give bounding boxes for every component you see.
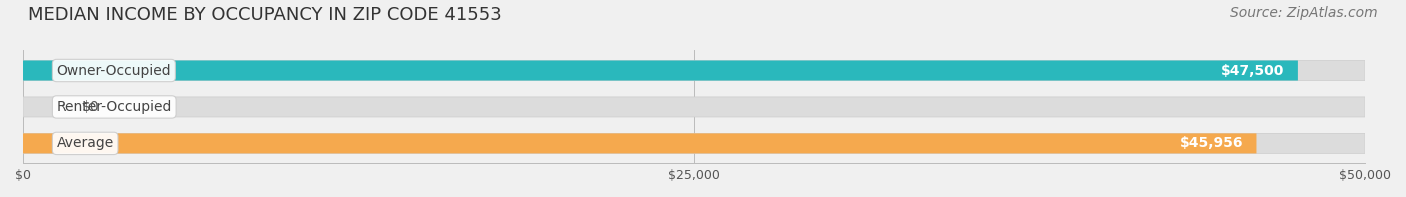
FancyBboxPatch shape xyxy=(22,133,1257,153)
Text: $47,500: $47,500 xyxy=(1220,63,1285,77)
Text: MEDIAN INCOME BY OCCUPANCY IN ZIP CODE 41553: MEDIAN INCOME BY OCCUPANCY IN ZIP CODE 4… xyxy=(28,6,502,24)
FancyBboxPatch shape xyxy=(22,60,1298,81)
FancyBboxPatch shape xyxy=(22,97,1365,117)
Text: $45,956: $45,956 xyxy=(1180,136,1243,150)
FancyBboxPatch shape xyxy=(22,133,1365,153)
FancyBboxPatch shape xyxy=(22,60,1365,81)
Text: $0: $0 xyxy=(82,100,100,114)
Text: Owner-Occupied: Owner-Occupied xyxy=(56,63,172,77)
Text: Average: Average xyxy=(56,136,114,150)
Text: Renter-Occupied: Renter-Occupied xyxy=(56,100,172,114)
Text: Source: ZipAtlas.com: Source: ZipAtlas.com xyxy=(1230,6,1378,20)
